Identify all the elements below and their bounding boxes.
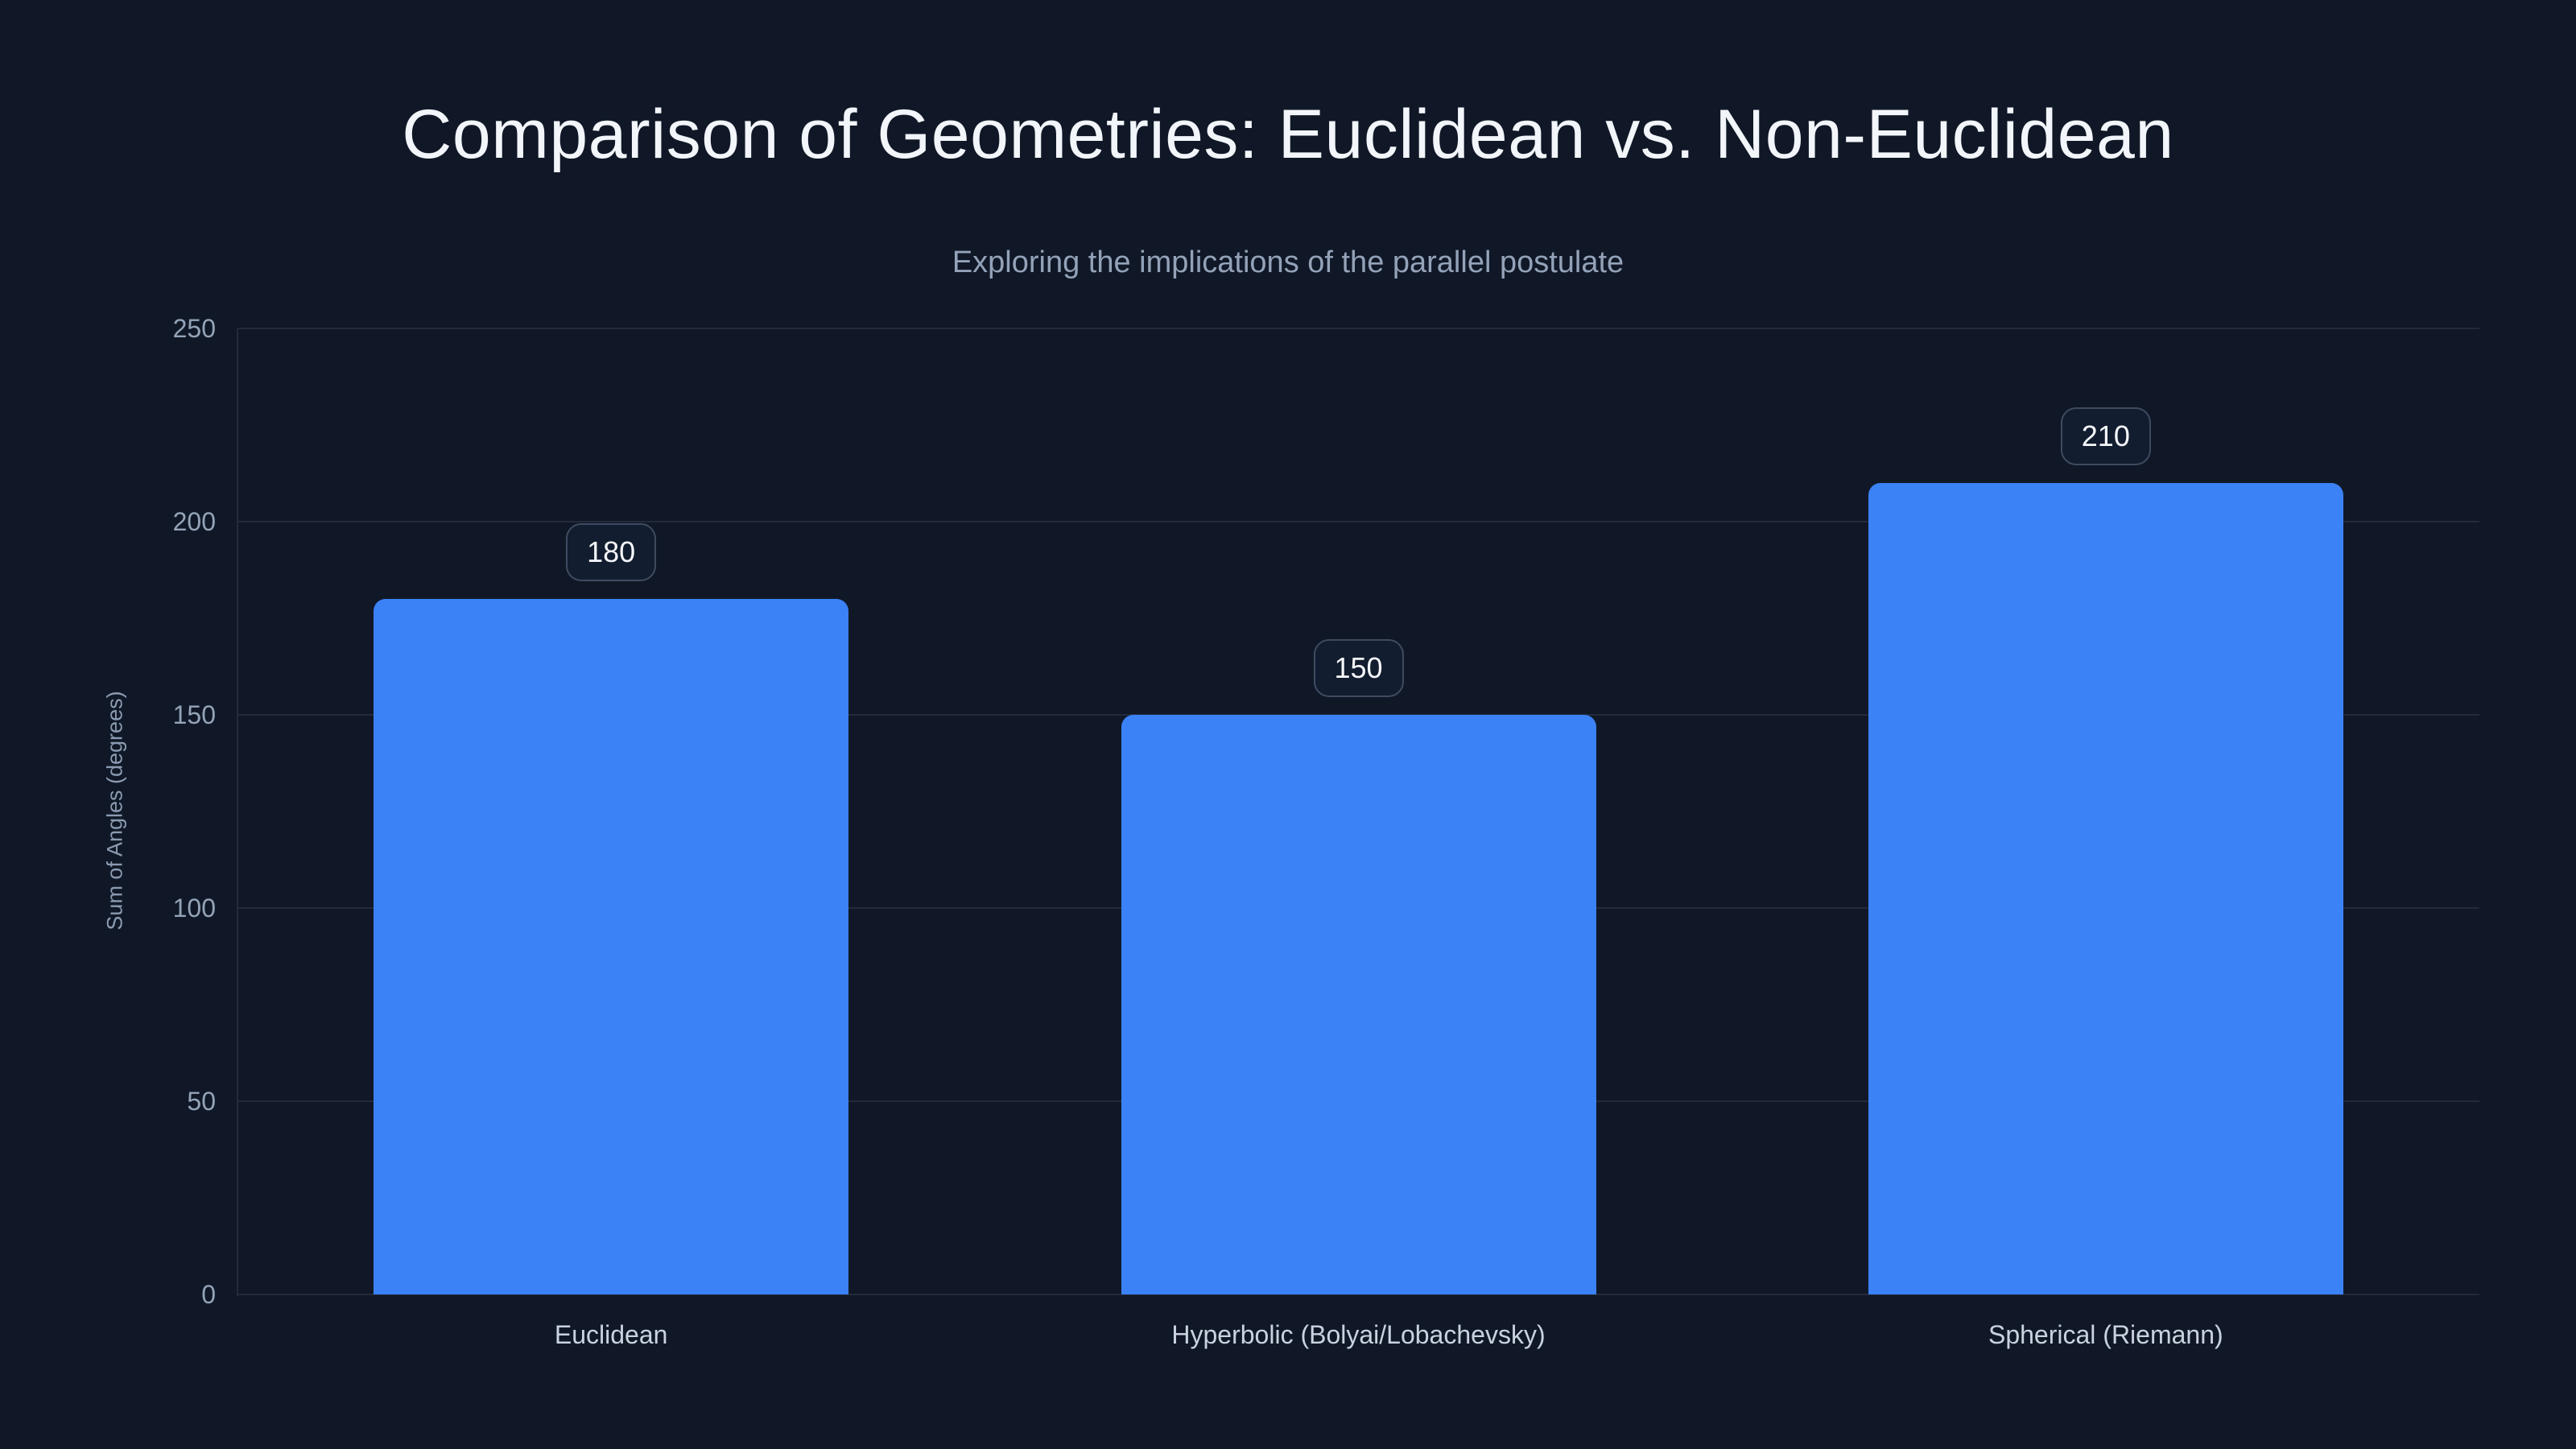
x-axis-label-hyperbolic-bolyai-lobachevsky: Hyperbolic (Bolyai/Lobachevsky): [1171, 1320, 1546, 1349]
bar-spherical-riemann[interactable]: [1868, 483, 2343, 1294]
x-axis-label-spherical-riemann: Spherical (Riemann): [1988, 1320, 2223, 1349]
x-axis-label-euclidean: Euclidean: [554, 1320, 668, 1349]
y-tick-label-50: 50: [187, 1087, 216, 1116]
bar-euclidean[interactable]: [374, 599, 849, 1294]
y-tick-label-0: 0: [201, 1280, 216, 1309]
gridline-250: [237, 328, 2479, 329]
bar-value-badge-hyperbolic-bolyai-lobachevsky: 150: [1313, 639, 1404, 697]
y-tick-label-100: 100: [172, 894, 216, 923]
gridline-200: [237, 521, 2479, 522]
gridline-0: [237, 1294, 2479, 1295]
bar-value-badge-euclidean: 180: [566, 523, 657, 581]
chart-subtitle: Exploring the implications of the parall…: [952, 246, 1624, 279]
bar-hyperbolic-bolyai-lobachevsky[interactable]: [1121, 715, 1596, 1294]
y-tick-label-200: 200: [172, 507, 216, 536]
y-axis-line: [237, 328, 238, 1296]
y-tick-label-250: 250: [172, 314, 216, 343]
chart-title: Comparison of Geometries: Euclidean vs. …: [402, 96, 2174, 173]
y-tick-label-150: 150: [172, 700, 216, 729]
bar-value-badge-spherical-riemann: 210: [2060, 407, 2151, 465]
